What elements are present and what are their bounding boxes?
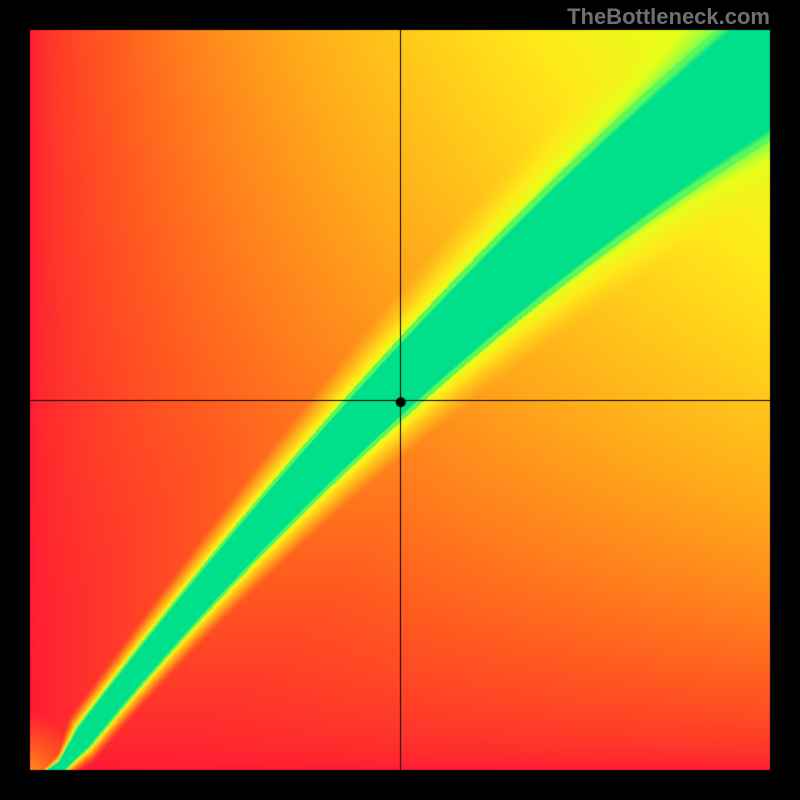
watermark-text: TheBottleneck.com	[567, 4, 770, 30]
bottleneck-heatmap	[0, 0, 800, 800]
